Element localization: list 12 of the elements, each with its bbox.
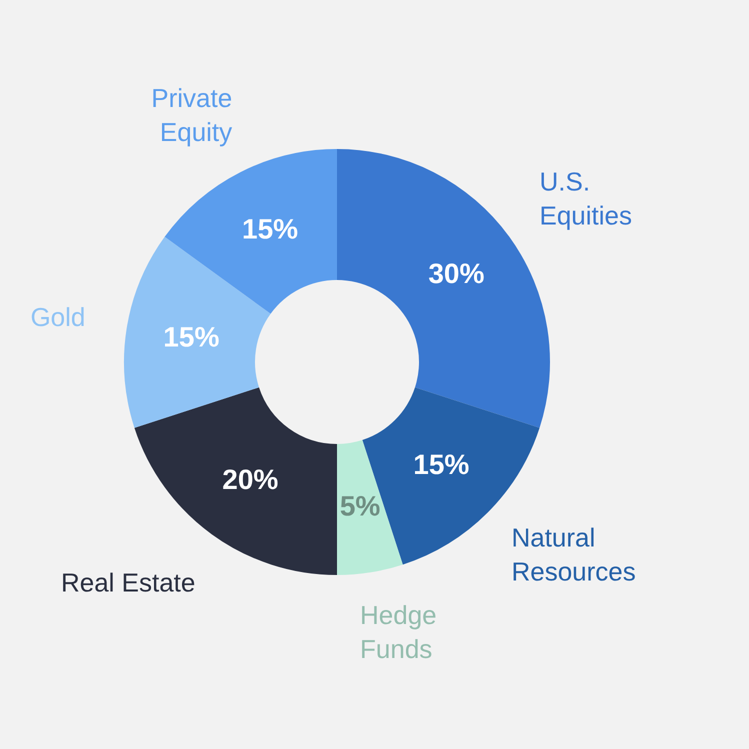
slice-label: U.S. Equities [539, 166, 632, 231]
slice-label: Private Equity [151, 83, 232, 148]
data-label: 30% [428, 258, 484, 290]
data-label: 15% [413, 449, 470, 480]
data-label: 20% [222, 464, 278, 496]
slice-label: Natural Resources [511, 522, 636, 587]
data-label: 15% [242, 213, 298, 244]
slice-label: Hedge Funds [360, 600, 437, 664]
slice-label: Real Estate [60, 568, 196, 598]
data-label: 5% [340, 490, 380, 522]
slice-label: Gold [30, 302, 86, 332]
data-label: 15% [163, 322, 220, 353]
